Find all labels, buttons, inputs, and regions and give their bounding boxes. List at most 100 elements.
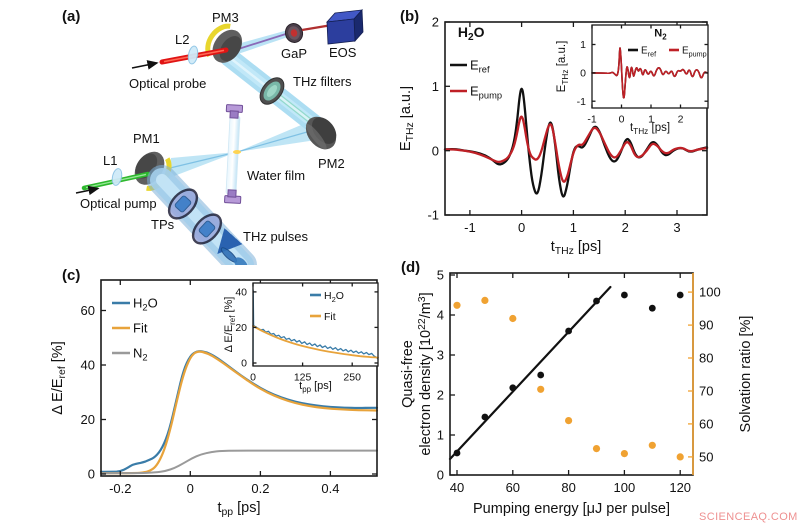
- label-optical-probe: Optical probe: [129, 76, 206, 91]
- y-tick-label: -1: [577, 96, 586, 108]
- x-tick-label: -0.2: [109, 481, 131, 496]
- annotation: H2O: [458, 24, 485, 43]
- axes-box: [100, 279, 378, 477]
- label-gap: GaP: [281, 46, 307, 61]
- y-tick-label: 20: [81, 412, 95, 427]
- y2-tick-label: 80: [699, 351, 713, 366]
- x-tick-label: 40: [450, 480, 464, 495]
- x-tick-label: 0: [250, 372, 256, 384]
- x-tick-label: 1: [648, 114, 654, 126]
- panel-a-label: (a): [62, 8, 81, 25]
- thz-filters-lens: [259, 77, 285, 105]
- axes-box: [252, 282, 379, 367]
- x-axis-label: tpp [ps]: [217, 500, 260, 518]
- label-optical-pump: Optical pump: [80, 196, 157, 211]
- label-pm3: PM3: [212, 10, 239, 25]
- y-tick-label: 40: [235, 287, 247, 299]
- x-tick-label: 60: [506, 480, 520, 495]
- data-point: [676, 291, 684, 299]
- y-tick-label: 1: [437, 428, 444, 443]
- y-tick-label: 0: [432, 143, 439, 158]
- panel-d-label: (d): [401, 259, 421, 276]
- panel-c-svg: -0.2 0 0.2 0.4 0 20 40 60 tpp [ps] Δ E/Eref [%] H2…: [50, 279, 379, 518]
- chart-d-main: 40 60 80 100 120 0 1 2 3 4 5 50 60 70 80 90 100 Pumping e…: [400, 268, 754, 517]
- x-axis-label: tpp [ps]: [299, 380, 332, 394]
- legend-label: N2: [133, 346, 148, 363]
- y-tick-label: 0: [437, 468, 444, 483]
- y-tick-label: 4: [437, 308, 444, 323]
- y-tick-label: 2: [437, 388, 444, 403]
- y-axis-label: ETHz [a.u.]: [400, 86, 416, 151]
- thz-pulse-arrow: [217, 228, 248, 265]
- axes-box: [444, 21, 708, 216]
- label-thz-pulses: THz pulses: [243, 229, 309, 244]
- y2-tick-label: 70: [699, 384, 713, 399]
- y-tick-label: 5: [437, 268, 444, 283]
- legend-label: Epump: [470, 84, 502, 101]
- data-point: [621, 291, 628, 299]
- y-axis-label: Quasi-free: [400, 340, 416, 408]
- y-tick-label: 60: [81, 303, 95, 318]
- data-point: [509, 384, 517, 392]
- y-tick-label: 1: [432, 79, 439, 94]
- y-axis-label: electron density [1022/m3]: [417, 292, 434, 455]
- y-tick-label: 1: [580, 39, 586, 51]
- legend-label: Fit: [324, 311, 336, 323]
- series-line: [100, 449, 378, 475]
- tp-lens-1: [167, 188, 199, 220]
- y-tick-label: 40: [81, 358, 95, 373]
- data-point: [537, 371, 545, 379]
- x-tick-label: 2: [678, 114, 684, 126]
- data-point: [620, 450, 628, 458]
- series-line: [591, 47, 708, 99]
- data-point: [453, 449, 461, 457]
- y2-tick-label: 50: [699, 449, 713, 464]
- data-point: [676, 453, 684, 461]
- label-l2: L2: [175, 32, 189, 47]
- x-tick-label: 125: [294, 372, 312, 384]
- series-line: [443, 115, 709, 183]
- panel-b-label: (b): [400, 8, 420, 25]
- x-tick-label: 0: [619, 114, 625, 126]
- legend-label: Epump: [682, 46, 707, 59]
- x-tick-label: 120: [669, 480, 691, 495]
- x-tick-label: -1: [464, 220, 476, 235]
- x-tick-label: 0.2: [251, 481, 269, 496]
- l2-lens: [187, 45, 199, 65]
- x-tick-label: 80: [561, 480, 575, 495]
- data-point: [481, 413, 489, 421]
- inset-bg: [592, 25, 708, 108]
- x-axis-label: tTHz [ps]: [630, 122, 670, 136]
- x-axis-label: tTHz [ps]: [551, 239, 602, 257]
- x-axis-label: Pumping energy [μJ per pulse]: [473, 501, 670, 517]
- focus-spot: [233, 150, 241, 154]
- optical-probe-beam: [131, 47, 229, 70]
- label-water-film: Water film: [247, 168, 305, 183]
- legend-label: Fit: [133, 321, 148, 336]
- x-tick-label: 250: [343, 372, 361, 384]
- probe-thz-beam-to-gap: [230, 30, 290, 56]
- y-tick-label: 20: [235, 322, 247, 334]
- data-point: [648, 441, 656, 449]
- x-tick-label: 2: [622, 220, 629, 235]
- x-tick-label: 3: [673, 220, 680, 235]
- y-tick-label: 3: [437, 348, 444, 363]
- l1-lens: [111, 168, 123, 186]
- chart-b-main: -1 0 1 2 3 -1 0 1 2 tTHz [ps] ETHz [a.u.] Eref Epump…: [400, 15, 709, 257]
- data-point: [593, 297, 600, 305]
- legend-label: H2O: [324, 290, 344, 304]
- pm2-mirror: [305, 116, 337, 150]
- label-pm1: PM1: [133, 131, 160, 146]
- y2-tick-label: 90: [699, 318, 713, 333]
- data-point: [509, 314, 517, 323]
- optical-setup-diagram: PM3 L2 GaP EOS THz filters Optical probe…: [75, 8, 364, 265]
- y-axis-label: Δ E/Eref [%]: [50, 341, 68, 414]
- label-eos: EOS: [329, 45, 357, 60]
- panel-c-label: (c): [62, 267, 81, 284]
- x-tick-label: 0: [187, 481, 194, 496]
- y-axis-label: ETHz [a.u.]: [556, 41, 570, 93]
- water-film: [224, 104, 244, 204]
- label-tps: TPs: [151, 217, 175, 232]
- y-tick-label: 0: [241, 358, 247, 370]
